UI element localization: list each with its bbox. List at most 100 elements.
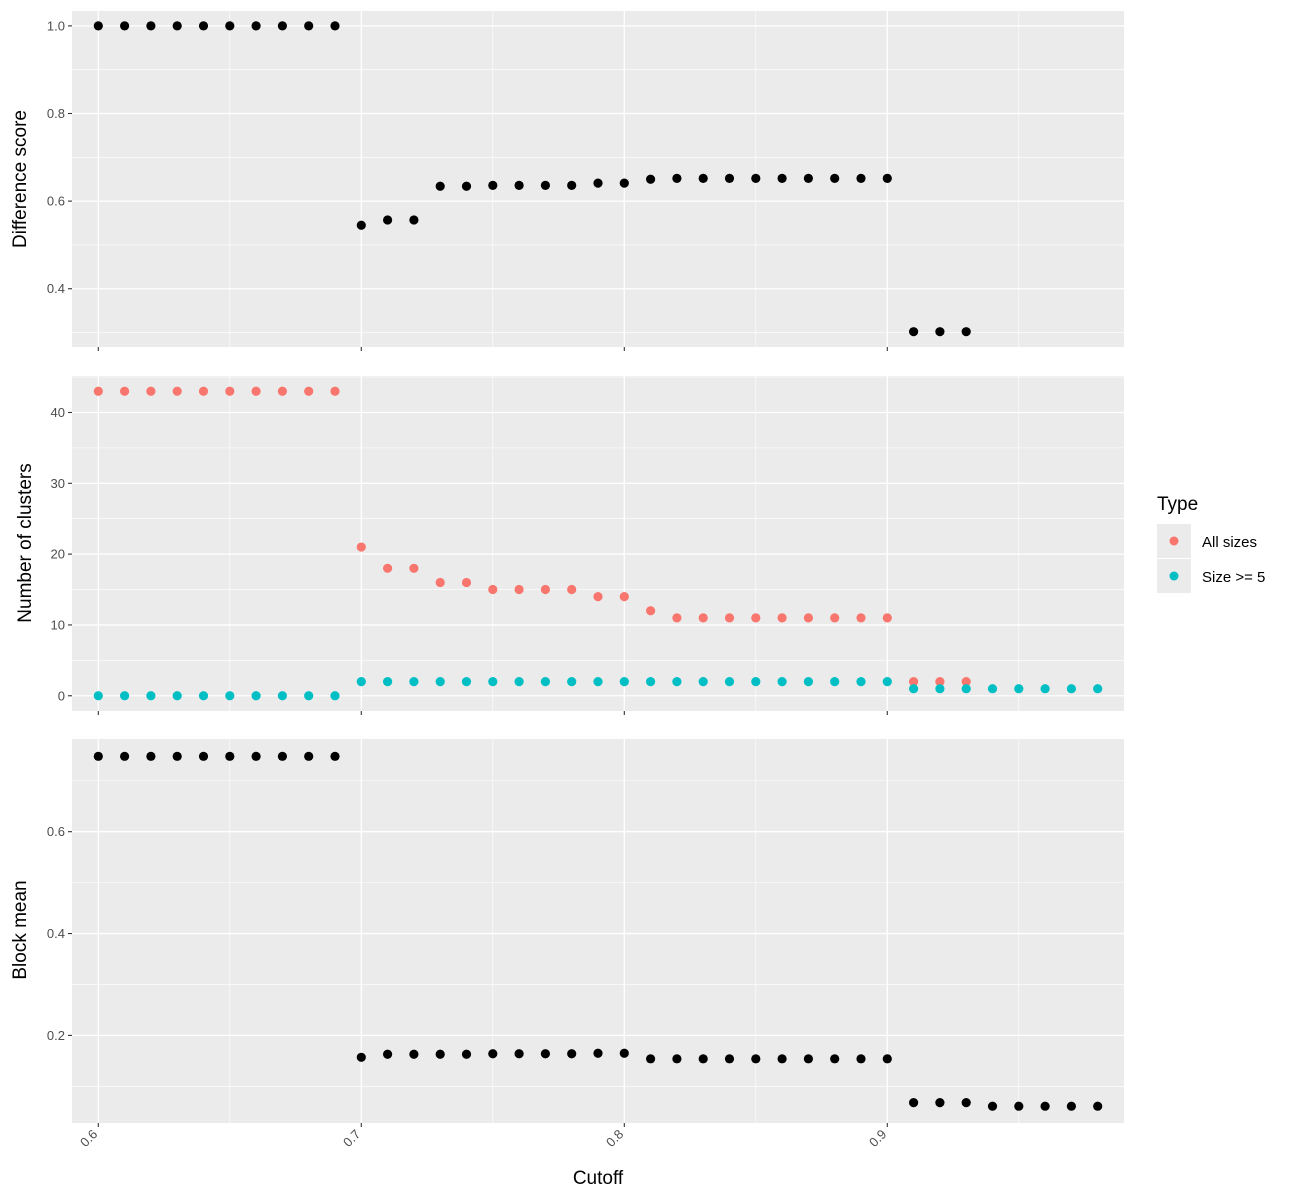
legend-label-size-ge-5: Size >= 5 bbox=[1202, 569, 1265, 586]
legend-title: Type bbox=[1157, 494, 1198, 515]
x-tick-label: 0.7 bbox=[340, 1127, 363, 1150]
data-point-all-sizes bbox=[198, 386, 209, 396]
data-point-block-mean bbox=[225, 751, 235, 761]
data-point-all-sizes bbox=[803, 613, 814, 623]
data-point-block-mean bbox=[567, 1049, 577, 1059]
panel-background-number-of-clusters bbox=[72, 376, 1124, 711]
data-point-size-5 bbox=[1066, 684, 1076, 694]
panel-block-mean: 0.2 0.4 0.6 0.6 0.7 0.8 0.9 bbox=[47, 739, 1124, 1150]
data-point-difference-score bbox=[777, 173, 787, 183]
panel-number-of-clusters: 0 10 20 30 40 bbox=[51, 376, 1124, 715]
data-point-block-mean bbox=[646, 1054, 656, 1064]
data-point-all-sizes bbox=[225, 386, 235, 396]
data-point-difference-score bbox=[856, 173, 866, 183]
data-point-difference-score bbox=[461, 181, 472, 191]
data-point-difference-score bbox=[593, 178, 603, 188]
data-point-all-sizes bbox=[909, 677, 919, 687]
data-point-all-sizes bbox=[172, 386, 182, 396]
data-point-all-sizes bbox=[93, 386, 103, 396]
data-point-all-sizes bbox=[304, 386, 314, 396]
data-point-all-sizes bbox=[672, 613, 682, 623]
data-point-difference-score bbox=[830, 173, 840, 183]
legend-dot-size-ge-5 bbox=[1169, 571, 1179, 581]
data-point-size-5 bbox=[803, 677, 814, 687]
data-point-all-sizes bbox=[356, 542, 366, 552]
data-point-difference-score bbox=[225, 21, 235, 31]
data-point-difference-score bbox=[198, 21, 209, 31]
data-point-size-5 bbox=[1093, 684, 1103, 694]
data-point-difference-score bbox=[172, 21, 182, 31]
x-tick-label: 0.6 bbox=[77, 1127, 100, 1150]
data-point-size-5 bbox=[935, 684, 945, 694]
data-point-difference-score bbox=[751, 173, 761, 183]
data-point-all-sizes bbox=[461, 577, 472, 588]
data-point-difference-score bbox=[251, 21, 261, 31]
data-point-all-sizes bbox=[961, 677, 971, 687]
data-point-size-5 bbox=[593, 677, 603, 687]
data-point-size-5 bbox=[909, 684, 919, 694]
data-point-size-5 bbox=[330, 691, 340, 701]
data-point-all-sizes bbox=[724, 613, 735, 623]
data-point-all-sizes bbox=[435, 577, 445, 588]
data-point-difference-score bbox=[146, 21, 156, 31]
data-point-difference-score bbox=[488, 180, 498, 190]
data-point-size-5 bbox=[198, 691, 209, 701]
x-tick-label: 0.8 bbox=[603, 1127, 626, 1150]
data-point-size-5 bbox=[225, 691, 235, 701]
data-point-all-sizes bbox=[593, 592, 603, 602]
data-point-block-mean bbox=[724, 1054, 735, 1064]
y-tick-label: 0.8 bbox=[47, 106, 65, 121]
data-point-size-5 bbox=[672, 677, 682, 687]
data-point-all-sizes bbox=[488, 584, 498, 595]
data-point-all-sizes bbox=[856, 613, 866, 623]
data-point-size-5 bbox=[619, 677, 629, 687]
data-point-block-mean bbox=[304, 751, 314, 761]
data-point-block-mean bbox=[1066, 1101, 1076, 1111]
data-point-difference-score bbox=[567, 180, 577, 190]
y-tick-label: 0.6 bbox=[47, 194, 65, 209]
data-point-block-mean bbox=[909, 1098, 919, 1108]
data-point-size-5 bbox=[514, 677, 524, 687]
data-point-size-5 bbox=[304, 691, 314, 701]
data-point-size-5 bbox=[409, 677, 419, 687]
data-point-size-5 bbox=[435, 677, 445, 687]
data-point-block-mean bbox=[330, 751, 340, 761]
data-point-block-mean bbox=[777, 1054, 787, 1064]
data-point-size-5 bbox=[698, 677, 708, 687]
data-point-difference-score bbox=[803, 173, 814, 183]
data-point-block-mean bbox=[198, 751, 209, 761]
data-point-block-mean bbox=[435, 1049, 445, 1059]
data-point-block-mean bbox=[619, 1048, 629, 1058]
y-tick-label: 0.2 bbox=[47, 1028, 65, 1043]
data-point-block-mean bbox=[751, 1054, 761, 1064]
data-point-difference-score bbox=[514, 180, 524, 190]
data-point-all-sizes bbox=[146, 386, 156, 396]
data-point-size-5 bbox=[1040, 684, 1050, 694]
data-point-all-sizes bbox=[330, 386, 340, 396]
data-point-block-mean bbox=[146, 751, 156, 761]
data-point-all-sizes bbox=[409, 563, 419, 573]
data-point-difference-score bbox=[383, 215, 393, 225]
data-point-size-5 bbox=[724, 677, 735, 687]
data-point-block-mean bbox=[461, 1049, 472, 1059]
data-point-difference-score bbox=[540, 180, 551, 190]
data-point-block-mean bbox=[961, 1098, 971, 1108]
data-point-size-5 bbox=[751, 677, 761, 687]
data-point-all-sizes bbox=[619, 592, 629, 602]
panel-difference-score: 0.4 0.6 0.8 1.0 bbox=[47, 11, 1124, 351]
data-point-all-sizes bbox=[751, 613, 761, 623]
data-point-size-5 bbox=[1014, 684, 1024, 694]
y-tick-label: 0.4 bbox=[47, 281, 65, 296]
data-point-block-mean bbox=[1093, 1101, 1103, 1111]
y-axis-title-number-of-clusters: Number of clusters bbox=[15, 463, 36, 622]
data-point-block-mean bbox=[698, 1054, 708, 1064]
data-point-difference-score bbox=[120, 21, 130, 31]
data-point-size-5 bbox=[146, 691, 156, 701]
data-point-difference-score bbox=[93, 21, 103, 31]
data-point-difference-score bbox=[356, 220, 366, 230]
data-point-difference-score bbox=[698, 173, 708, 183]
data-point-size-5 bbox=[383, 677, 393, 687]
data-point-size-5 bbox=[93, 691, 103, 701]
data-point-difference-score bbox=[882, 173, 892, 183]
